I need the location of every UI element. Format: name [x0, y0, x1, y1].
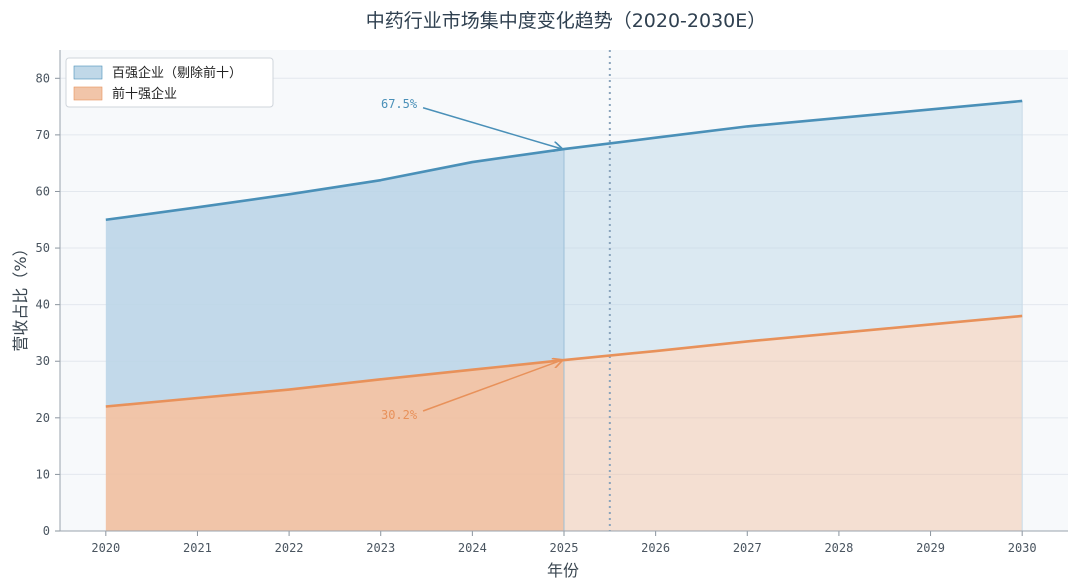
y-tick-label: 0 — [43, 524, 50, 538]
legend-swatch-0 — [73, 65, 103, 80]
y-tick-label: 10 — [36, 467, 50, 481]
x-axis-label: 年份 — [547, 561, 579, 580]
annotation-label-1: 30.2% — [381, 408, 418, 422]
x-tick-label: 2023 — [366, 541, 395, 555]
y-tick-label: 40 — [36, 298, 50, 312]
x-tick-label: 2029 — [916, 541, 945, 555]
y-tick-label: 50 — [36, 241, 50, 255]
x-tick-label: 2020 — [91, 541, 120, 555]
x-tick-label: 2027 — [733, 541, 762, 555]
area-top10-actual — [105, 360, 565, 531]
x-tick-label: 2022 — [275, 541, 304, 555]
y-tick-label: 20 — [36, 411, 50, 425]
area-top100-actual — [105, 149, 565, 407]
annotation-label-0: 67.5% — [381, 97, 418, 111]
x-tick-label: 2025 — [550, 541, 579, 555]
areas — [105, 50, 1023, 531]
area-top100-forecast — [564, 100, 1023, 361]
x-tick-label: 2028 — [824, 541, 853, 555]
x-tick-label: 2030 — [1008, 541, 1037, 555]
y-tick-label: 70 — [36, 128, 50, 142]
annotation-arrow-0 — [422, 107, 562, 149]
x-tick-label: 2024 — [458, 541, 487, 555]
annotations: 67.5% 30.2% — [381, 97, 562, 422]
x-tick-label: 2026 — [641, 541, 670, 555]
chart-title: 中药行业市场集中度变化趋势（2020-2030E） — [366, 10, 767, 32]
y-tick-label: 30 — [36, 354, 50, 368]
area-top10-forecast — [564, 315, 1023, 531]
x-tick-label: 2021 — [183, 541, 212, 555]
legend-swatch-1 — [73, 86, 103, 101]
legend-label-1: 前十强企业 — [112, 86, 177, 102]
y-axis-label: 营收占比（%） — [11, 240, 30, 351]
y-tick-label: 80 — [36, 71, 50, 85]
y-tick-label: 60 — [36, 184, 50, 198]
legend: 百强企业（剔除前十） 前十强企业 — [65, 57, 274, 108]
legend-box — [65, 57, 274, 108]
legend-label-0: 百强企业（剔除前十） — [112, 65, 242, 81]
annotation-arrow-1 — [422, 360, 562, 412]
